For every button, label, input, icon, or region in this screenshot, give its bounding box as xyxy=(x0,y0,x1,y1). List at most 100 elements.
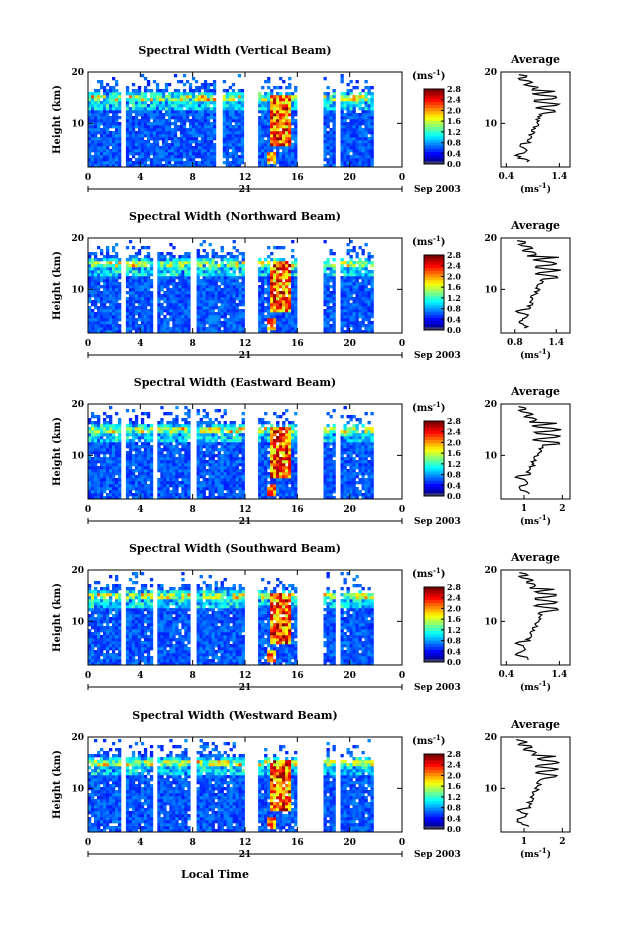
colorbar-step xyxy=(424,446,444,450)
y-tick-label: 20 xyxy=(71,68,84,78)
colorbar-step xyxy=(424,133,444,137)
colorbar-step xyxy=(424,424,444,428)
panel-1: Spectral Width (Vertical Beam)1020Height… xyxy=(52,44,570,195)
average-unit: (ms-1) xyxy=(520,347,551,361)
heatmap-cells xyxy=(88,572,374,665)
x-tick-label: 16 xyxy=(291,173,304,183)
colorbar-unit-close: ) xyxy=(441,71,446,82)
average-unit-exp: -1 xyxy=(539,846,547,855)
colorbar-tick-label: 0.8 xyxy=(447,803,461,813)
colorbar-step xyxy=(424,637,444,641)
y-tick-label: 20 xyxy=(71,234,84,244)
heatmap-cells xyxy=(88,406,374,499)
avg-x-tick-label: 2 xyxy=(559,504,565,514)
average-frame xyxy=(501,238,570,333)
colorbar-unit-exp: -1 xyxy=(433,566,441,575)
x-tick-label: 0 xyxy=(85,671,91,681)
average-unit-exp: -1 xyxy=(539,679,547,688)
colorbar-tick-label: 2.8 xyxy=(447,84,461,94)
colorbar-step xyxy=(424,590,444,594)
colorbar-step xyxy=(424,477,444,481)
x-tick-label: 0 xyxy=(399,339,405,349)
colorbar-step xyxy=(424,593,444,597)
average-unit-text: (ms xyxy=(520,849,539,860)
colorbar-tick-label: 2.0 xyxy=(447,603,461,613)
x-tick-label: 0 xyxy=(85,339,91,349)
colorbar-unit-close: ) xyxy=(441,736,446,747)
colorbar-step xyxy=(424,139,444,143)
x-tick-label: 16 xyxy=(291,505,304,515)
x-tick-label: 16 xyxy=(291,838,304,848)
colorbar-tick-label: 1.2 xyxy=(447,625,461,635)
y-axis-label: Height (km) xyxy=(52,583,63,652)
colorbar-tick-label: 2.0 xyxy=(447,105,461,115)
x-tick-label: 0 xyxy=(399,838,405,848)
colorbar-step xyxy=(424,462,444,466)
avg-x-tick-label: 2 xyxy=(559,837,565,847)
colorbar-step xyxy=(424,114,444,118)
average-profile-line xyxy=(516,740,559,827)
colorbar-tick-label: 2.4 xyxy=(447,593,461,603)
avg-y-tick-label: 10 xyxy=(484,617,497,627)
average-unit-close: ) xyxy=(547,350,551,361)
panel-4: Spectral Width (Southward Beam)1020Heigh… xyxy=(52,542,570,693)
day-label: 21 xyxy=(239,683,252,693)
colorbar-step xyxy=(424,437,444,441)
colorbar-step xyxy=(424,646,444,650)
colorbar-tick-label: 1.2 xyxy=(447,293,461,303)
colorbar-step xyxy=(424,283,444,287)
colorbar: 2.82.42.01.61.20.80.40.0 xyxy=(424,84,461,169)
colorbar-step xyxy=(424,820,444,824)
colorbar-unit: (ms-1) xyxy=(412,68,445,82)
colorbar-unit: (ms-1) xyxy=(412,733,445,747)
colorbar-step xyxy=(424,314,444,318)
colorbar-unit-close: ) xyxy=(441,569,446,580)
x-tick-label: 0 xyxy=(399,173,405,183)
x-tick-label: 0 xyxy=(85,838,91,848)
x-tick-label: 12 xyxy=(239,173,252,183)
colorbar-step xyxy=(424,443,444,447)
average-unit-exp: -1 xyxy=(539,181,547,190)
y-tick-label: 10 xyxy=(71,119,84,129)
x-tick-label: 8 xyxy=(190,339,196,349)
average-unit-close: ) xyxy=(547,682,551,693)
avg-x-tick-label: 0.4 xyxy=(498,670,514,680)
colorbar-tick-label: 1.2 xyxy=(447,459,461,469)
y-tick-label: 10 xyxy=(71,617,84,627)
y-axis-label: Height (km) xyxy=(52,417,63,486)
colorbar-tick-label: 2.4 xyxy=(447,261,461,271)
colorbar-step xyxy=(424,804,444,808)
colorbar-step xyxy=(424,255,444,259)
panel-5: Spectral Width (Westward Beam)1020Height… xyxy=(52,709,570,860)
colorbar-step xyxy=(424,631,444,635)
colorbar-step xyxy=(424,305,444,309)
colorbar-step xyxy=(424,127,444,131)
colorbar-step xyxy=(424,757,444,761)
day-label: 21 xyxy=(239,850,252,860)
avg-y-tick-label: 10 xyxy=(484,285,497,295)
colorbar-unit: (ms-1) xyxy=(412,400,445,414)
colorbar-tick-label: 0.0 xyxy=(447,657,461,667)
panel-title: Spectral Width (Southward Beam) xyxy=(129,542,341,555)
colorbar-tick-label: 2.0 xyxy=(447,271,461,281)
colorbar-step xyxy=(424,795,444,799)
colorbar-step xyxy=(424,311,444,315)
panel-title: Spectral Width (Vertical Beam) xyxy=(138,44,331,57)
colorbar-step xyxy=(424,615,444,619)
colorbar-step xyxy=(424,434,444,438)
average-title: Average xyxy=(510,219,560,232)
average-unit-close: ) xyxy=(547,516,551,527)
colorbar-step xyxy=(424,455,444,459)
colorbar-unit-text: (ms xyxy=(412,237,433,248)
day-label: 21 xyxy=(239,517,252,527)
x-tick-label: 16 xyxy=(291,339,304,349)
colorbar-step xyxy=(424,299,444,303)
colorbar-tick-label: 0.8 xyxy=(447,304,461,314)
colorbar-step xyxy=(424,123,444,127)
colorbar-unit-exp: -1 xyxy=(433,733,441,742)
panel-title: Spectral Width (Northward Beam) xyxy=(129,210,341,223)
